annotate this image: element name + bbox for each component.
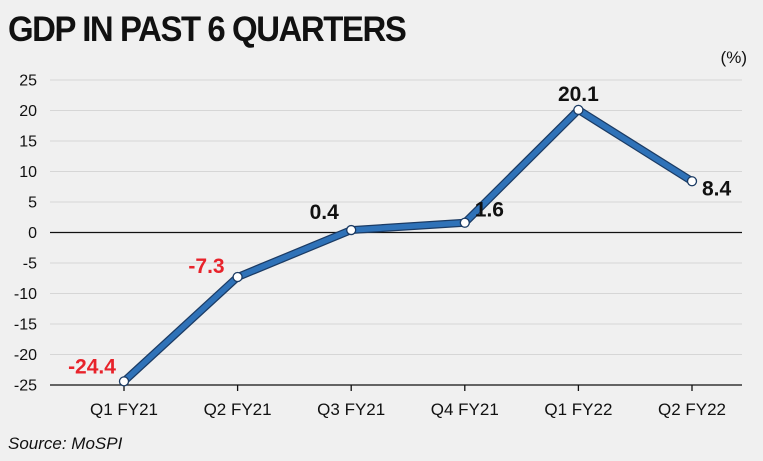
data-labels: -24.4 -7.3 0.4 1.6 20.1 8.4	[68, 83, 731, 378]
x-tick-label: Q4 FY21	[431, 400, 499, 419]
y-tick-label: 10	[19, 164, 37, 181]
axes	[50, 231, 742, 391]
data-label: -7.3	[188, 255, 224, 278]
series-gdp	[120, 105, 696, 386]
data-point	[346, 224, 357, 236]
y-tick-label: -25	[14, 378, 37, 395]
unit-label: (%)	[720, 48, 747, 67]
data-point	[686, 176, 698, 187]
x-tick-labels: Q1 FY21 Q2 FY21 Q3 FY21 Q4 FY21 Q1 FY22 Q2 FY…	[90, 400, 726, 419]
series-line-outline	[120, 105, 696, 386]
data-point	[232, 271, 243, 283]
y-tick-label: -10	[14, 286, 37, 303]
y-tick-label: -15	[14, 317, 37, 334]
data-label: 1.6	[475, 199, 504, 222]
y-tick-label: -20	[14, 347, 37, 364]
x-tick-label: Q1 FY21	[90, 400, 158, 419]
data-label: 8.4	[702, 177, 732, 200]
data-point	[118, 376, 130, 387]
y-tick-label: 5	[28, 195, 37, 212]
data-points	[118, 104, 698, 387]
series-line	[121, 107, 695, 385]
x-tick-label: Q2 FY21	[204, 400, 272, 419]
x-tick-label: Q3 FY21	[317, 400, 385, 419]
y-tick-label: 0	[28, 225, 37, 242]
y-tick-label: 15	[19, 134, 37, 151]
y-tick-labels: 25 20 15 10 5 0 -5 -10 -15 -20 -25	[14, 73, 37, 395]
x-tick-label: Q2 FY22	[658, 400, 726, 419]
y-tick-label: 25	[19, 73, 37, 90]
data-label: 20.1	[558, 83, 599, 106]
chart-title: GDP IN PAST 6 QUARTERS	[8, 10, 407, 49]
data-label: -24.4	[68, 355, 116, 378]
data-label: 0.4	[310, 201, 340, 224]
data-point	[573, 104, 584, 116]
data-point	[459, 217, 470, 228]
x-tick-label: Q1 FY22	[544, 400, 612, 419]
source-note: Source: MoSPI	[8, 434, 123, 453]
y-tick-label: -5	[23, 256, 37, 273]
y-tick-label: 20	[19, 103, 37, 120]
